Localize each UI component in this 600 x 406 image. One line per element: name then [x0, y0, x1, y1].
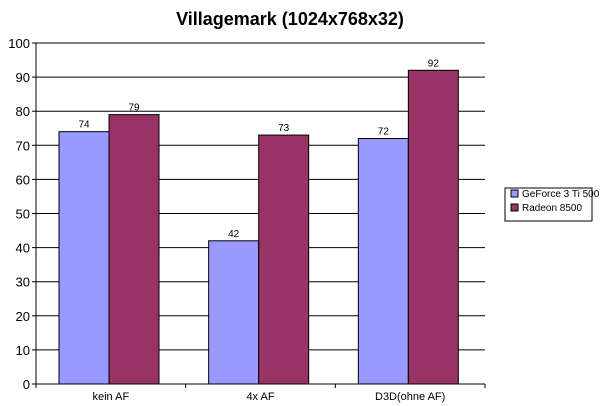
y-tick-label: 10 [16, 343, 30, 358]
axes [35, 43, 486, 388]
y-tick-label: 70 [16, 138, 30, 153]
legend-label: Radeon 8500 [522, 203, 582, 214]
y-tick-label: 100 [8, 36, 30, 51]
legend-swatch [510, 189, 519, 198]
data-label: 42 [228, 229, 240, 240]
legend-label: GeForce 3 Ti 500 [522, 189, 600, 200]
y-tick-label: 30 [16, 275, 30, 290]
y-tick-label: 20 [16, 309, 30, 324]
legend: GeForce 3 Ti 500 Radeon 8500 [504, 187, 600, 222]
y-tick-label: 80 [16, 104, 30, 119]
category-label: kein AF [92, 391, 129, 403]
y-tick-label: 0 [23, 377, 30, 392]
data-label: 92 [428, 58, 440, 69]
data-label: 73 [278, 123, 290, 134]
x-axis-categories: kein AF 4x AF D3D(ohne AF) [92, 391, 445, 403]
legend-box [504, 187, 593, 222]
bars: 74 79 42 73 72 92 [58, 58, 459, 385]
y-tick-label: 60 [16, 172, 30, 187]
bar-geforce-1 [208, 240, 260, 385]
category-label: D3D(ohne AF) [375, 391, 445, 403]
data-label: 74 [78, 120, 90, 131]
data-label: 79 [128, 103, 140, 114]
bar-geforce-0 [58, 131, 110, 385]
bar-radeon-2 [407, 69, 459, 385]
y-tick-label: 90 [16, 70, 30, 85]
y-tick-label: 40 [16, 241, 30, 256]
legend-swatch [510, 203, 519, 212]
y-axis-ticks: 0 10 20 30 40 50 60 70 80 90 100 [8, 36, 36, 392]
bar-radeon-0 [108, 114, 160, 385]
bar-radeon-1 [258, 134, 310, 385]
y-tick-label: 50 [16, 207, 30, 222]
chart-title: Villagemark (1024x768x32) [176, 9, 404, 29]
category-label: 4x AF [246, 391, 274, 403]
bar-geforce-2 [357, 137, 409, 385]
data-label: 72 [378, 126, 390, 137]
